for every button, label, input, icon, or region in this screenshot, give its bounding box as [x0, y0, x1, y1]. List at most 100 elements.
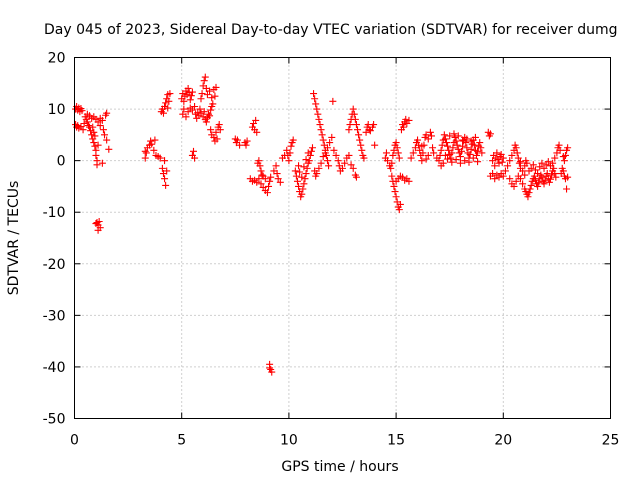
data-point [345, 151, 353, 159]
data-point [161, 102, 169, 110]
data-point [556, 146, 564, 154]
data-point [326, 139, 334, 147]
data-point [180, 105, 188, 113]
data-point [444, 155, 452, 163]
data-point [313, 105, 321, 113]
data-point [349, 105, 357, 113]
data-point [418, 142, 426, 150]
data-point [392, 139, 400, 147]
data-point [286, 149, 294, 157]
data-point [495, 159, 503, 167]
data-point [506, 175, 514, 183]
data-point [538, 173, 546, 181]
data-point [213, 135, 221, 143]
data-point [540, 180, 548, 188]
data-point [156, 154, 164, 162]
data-point [98, 116, 106, 124]
data-point [295, 162, 303, 170]
y-tick-label: -20 [43, 257, 66, 273]
data-point [142, 149, 150, 157]
data-point [536, 163, 544, 171]
data-point [466, 150, 474, 158]
data-point [424, 135, 432, 143]
data-point [255, 175, 263, 183]
data-point [446, 132, 454, 140]
data-point [531, 166, 539, 174]
data-point [477, 144, 485, 152]
data-point [187, 92, 195, 100]
data-point [263, 189, 271, 197]
data-point [512, 144, 520, 152]
data-point [491, 175, 499, 183]
data-point [99, 126, 107, 134]
data-point [205, 110, 212, 118]
data-point [354, 126, 362, 134]
data-point [305, 157, 313, 165]
data-point [495, 173, 503, 181]
data-point [405, 177, 413, 185]
data-point [393, 144, 401, 152]
data-point [304, 149, 312, 157]
data-point [293, 177, 301, 185]
data-point [257, 167, 265, 175]
data-point [274, 175, 282, 183]
data-point [448, 149, 456, 157]
data-point [298, 190, 306, 198]
data-point [402, 115, 410, 123]
data-point [527, 181, 535, 189]
data-point [538, 159, 546, 167]
data-point [560, 157, 568, 165]
data-point [163, 167, 171, 175]
y-tick-label: 20 [48, 51, 66, 67]
x-tick-label: 5 [177, 433, 186, 449]
data-point [79, 126, 87, 134]
data-point [256, 162, 264, 170]
data-point [216, 126, 224, 134]
data-point [318, 131, 326, 139]
data-point [298, 173, 306, 181]
data-point [395, 154, 403, 162]
data-point [93, 161, 101, 169]
data-point [166, 90, 174, 98]
data-point [321, 149, 329, 157]
data-point [519, 180, 527, 188]
data-point [151, 136, 159, 144]
data-point [345, 126, 353, 134]
data-point [200, 77, 208, 85]
y-axis-label: SDTVAR / TECUs [6, 181, 22, 296]
data-point [215, 121, 223, 129]
data-point [350, 110, 358, 118]
data-point [285, 157, 293, 165]
data-point [103, 109, 111, 117]
data-point [470, 141, 478, 149]
data-point [94, 118, 102, 126]
data-point [448, 158, 456, 166]
x-axis-label: GPS time / hours [281, 459, 398, 475]
data-point [301, 175, 309, 183]
data-point [501, 167, 509, 175]
data-point [203, 91, 211, 99]
data-point [453, 141, 461, 149]
y-tick-label: 10 [48, 102, 66, 118]
x-tick-label: 20 [494, 433, 512, 449]
data-point [508, 151, 516, 159]
data-point [358, 146, 366, 154]
data-point [307, 147, 315, 155]
data-point [441, 135, 449, 143]
data-point [188, 106, 196, 114]
data-point [512, 177, 520, 185]
data-point [308, 144, 316, 152]
data-point [291, 167, 299, 175]
data-point [339, 164, 346, 172]
y-tick-label: -10 [43, 205, 66, 221]
data-point [341, 159, 349, 167]
data-point [184, 108, 192, 116]
data-point [382, 149, 390, 157]
data-point [471, 133, 479, 141]
data-point [463, 135, 471, 143]
data-point [317, 126, 325, 134]
data-point [395, 206, 403, 214]
data-point [310, 90, 318, 98]
data-point [243, 137, 251, 145]
